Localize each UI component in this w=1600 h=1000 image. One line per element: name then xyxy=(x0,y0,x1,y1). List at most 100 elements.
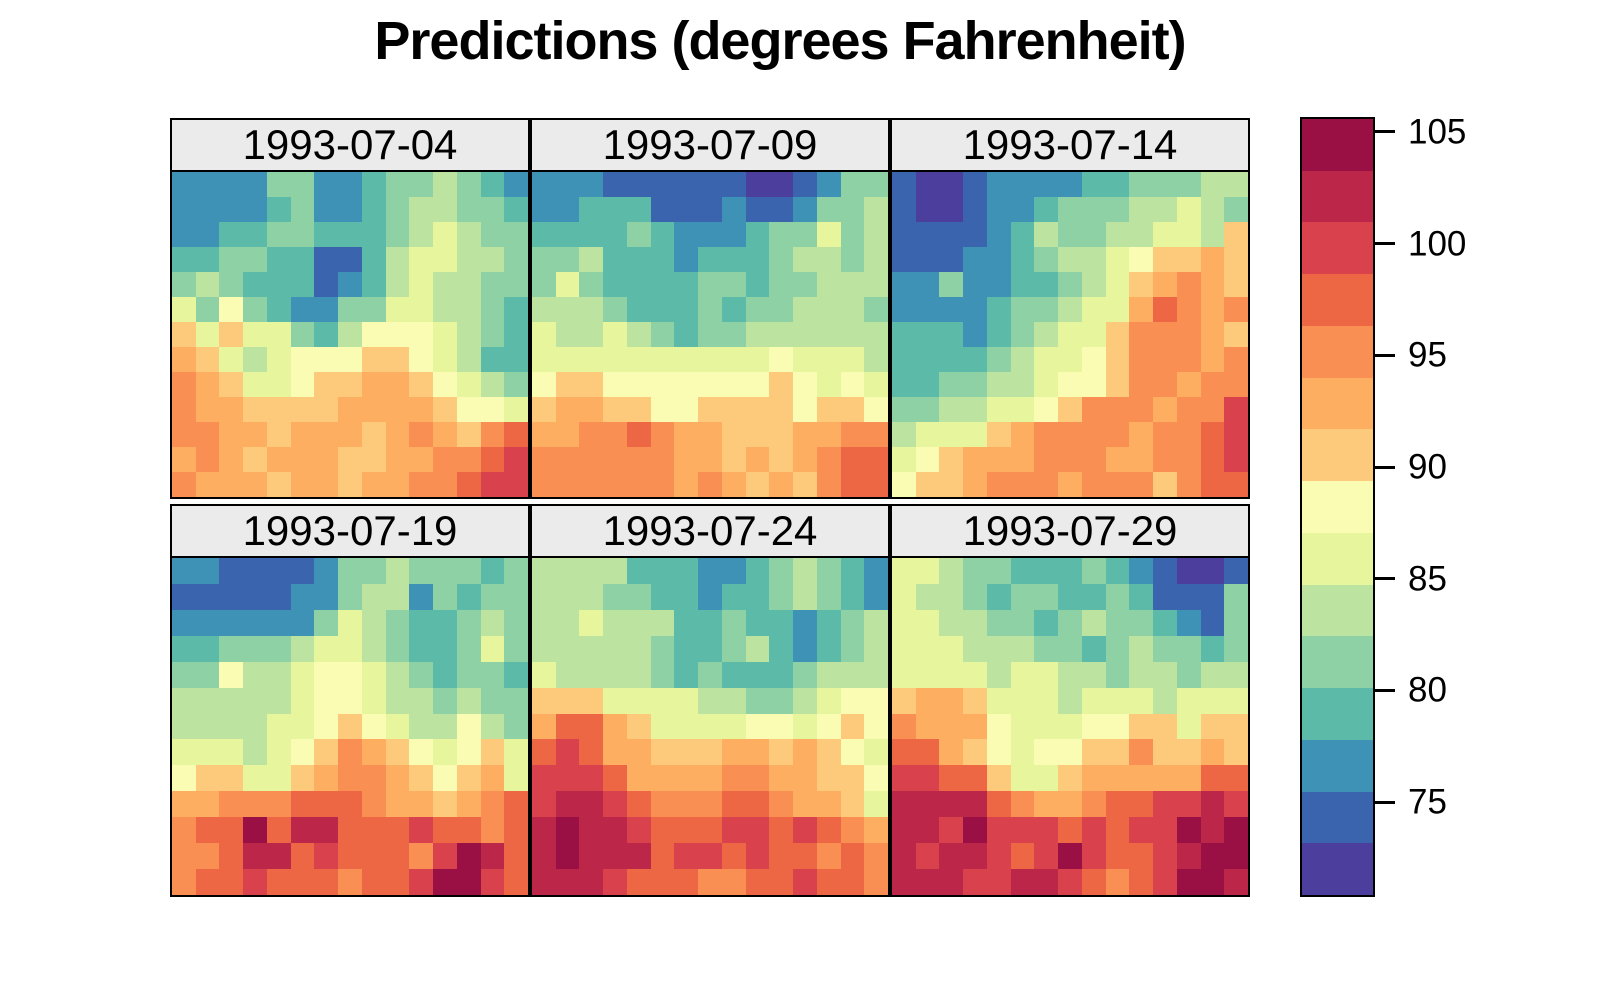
heatmap-cell xyxy=(172,197,196,222)
heatmap-cell xyxy=(963,197,987,222)
heatmap-cell xyxy=(409,635,434,662)
heatmap-cell xyxy=(1010,297,1035,322)
facet-grid: 1993-07-04 1993-07-09 1993-07-14 1993-07-19… xyxy=(170,118,1250,898)
heatmap-cell xyxy=(385,222,410,247)
heatmap-cell xyxy=(579,397,604,422)
heatmap-cell xyxy=(915,869,940,895)
heatmap-cell xyxy=(555,661,580,688)
heatmap-cell xyxy=(579,172,604,197)
heatmap-cell xyxy=(532,687,556,714)
heatmap-cell xyxy=(338,558,362,584)
heatmap-cell xyxy=(840,583,865,610)
heatmap-cell xyxy=(456,272,481,297)
heatmap-cell xyxy=(219,843,244,870)
heatmap-cell xyxy=(603,472,627,497)
heatmap-cell xyxy=(963,843,987,870)
heatmap-cell xyxy=(892,583,916,610)
heatmap-cell xyxy=(243,272,267,297)
heatmap-cell xyxy=(721,347,746,372)
heatmap-cell xyxy=(1058,843,1082,870)
heatmap-cell xyxy=(1176,222,1201,247)
heatmap-cell xyxy=(361,869,386,895)
heatmap-cell xyxy=(409,397,434,422)
colorbar-tick-label: 75 xyxy=(1408,782,1447,822)
heatmap-cell xyxy=(195,583,220,610)
heatmap-cell xyxy=(532,397,556,422)
heatmap-cell xyxy=(172,661,196,688)
heatmap-cell xyxy=(793,397,817,422)
heatmap-cell xyxy=(939,247,964,272)
heatmap-cell xyxy=(1153,765,1177,792)
heatmap-cell xyxy=(1153,713,1177,740)
heatmap-cell xyxy=(650,739,675,766)
colorbar-band xyxy=(1302,636,1373,689)
heatmap-cell xyxy=(769,609,794,636)
colorbar-tick xyxy=(1375,800,1395,804)
heatmap-cell xyxy=(603,422,627,447)
heatmap-cell xyxy=(1153,222,1177,247)
heatmap-cell xyxy=(1224,713,1248,740)
heatmap-cell xyxy=(290,791,315,818)
heatmap-cell xyxy=(864,297,888,322)
heatmap-cell xyxy=(963,583,987,610)
heatmap-cell xyxy=(840,172,865,197)
heatmap-cell xyxy=(409,197,434,222)
heatmap-cell xyxy=(456,713,481,740)
heatmap-cell xyxy=(674,765,699,792)
heatmap-cell xyxy=(1200,817,1225,844)
heatmap-cell xyxy=(1105,869,1130,895)
heatmap-cell xyxy=(338,583,362,610)
heatmap-cell xyxy=(626,661,651,688)
heatmap-cell xyxy=(840,661,865,688)
heatmap-cell xyxy=(1034,372,1059,397)
heatmap-cell xyxy=(532,322,556,347)
heatmap-cell xyxy=(385,272,410,297)
heatmap-cell xyxy=(480,635,505,662)
heatmap-cell xyxy=(915,222,940,247)
colorbar-band xyxy=(1302,481,1373,533)
heatmap-cell xyxy=(1129,558,1154,584)
chart-title: Predictions (degrees Fahrenheit) xyxy=(374,11,1186,71)
heatmap-cell xyxy=(314,558,339,584)
heatmap-cell xyxy=(219,609,244,636)
heatmap-cell xyxy=(579,197,604,222)
heatmap-cell xyxy=(338,297,362,322)
facet: 1993-07-29 xyxy=(890,504,1250,897)
heatmap-cell xyxy=(219,739,244,766)
heatmap-cell xyxy=(1129,472,1154,497)
heatmap-cell xyxy=(456,843,481,870)
heatmap-cell xyxy=(1081,322,1106,347)
heatmap-cell xyxy=(674,397,699,422)
heatmap-cell xyxy=(793,609,817,636)
heatmap-cell xyxy=(939,272,964,297)
heatmap-cell xyxy=(195,687,220,714)
heatmap-cell xyxy=(361,609,386,636)
heatmap-cell xyxy=(939,635,964,662)
heatmap-cell xyxy=(915,247,940,272)
heatmap-cell xyxy=(698,272,722,297)
heatmap-cell xyxy=(555,297,580,322)
heatmap-cell xyxy=(1129,739,1154,766)
heatmap-cell xyxy=(555,222,580,247)
heatmap-cell xyxy=(892,713,916,740)
heatmap-cell xyxy=(1200,583,1225,610)
heatmap-cell xyxy=(1034,297,1059,322)
heatmap-cell xyxy=(243,172,267,197)
heatmap-cell xyxy=(1034,739,1059,766)
heatmap-cell xyxy=(219,247,244,272)
heatmap-cell xyxy=(939,817,964,844)
heatmap-cell xyxy=(579,372,604,397)
heatmap-cell xyxy=(626,222,651,247)
heatmap-cell xyxy=(840,322,865,347)
heatmap-cell xyxy=(532,372,556,397)
heatmap-cell xyxy=(1105,297,1130,322)
heatmap-cell xyxy=(290,635,315,662)
heatmap-cell xyxy=(456,817,481,844)
heatmap-cell xyxy=(1200,869,1225,895)
heatmap-cell xyxy=(1176,397,1201,422)
facet: 1993-07-14 xyxy=(890,118,1250,499)
heatmap-cell xyxy=(555,347,580,372)
heatmap-cell xyxy=(555,687,580,714)
heatmap-cell xyxy=(361,222,386,247)
heatmap-cell xyxy=(172,791,196,818)
